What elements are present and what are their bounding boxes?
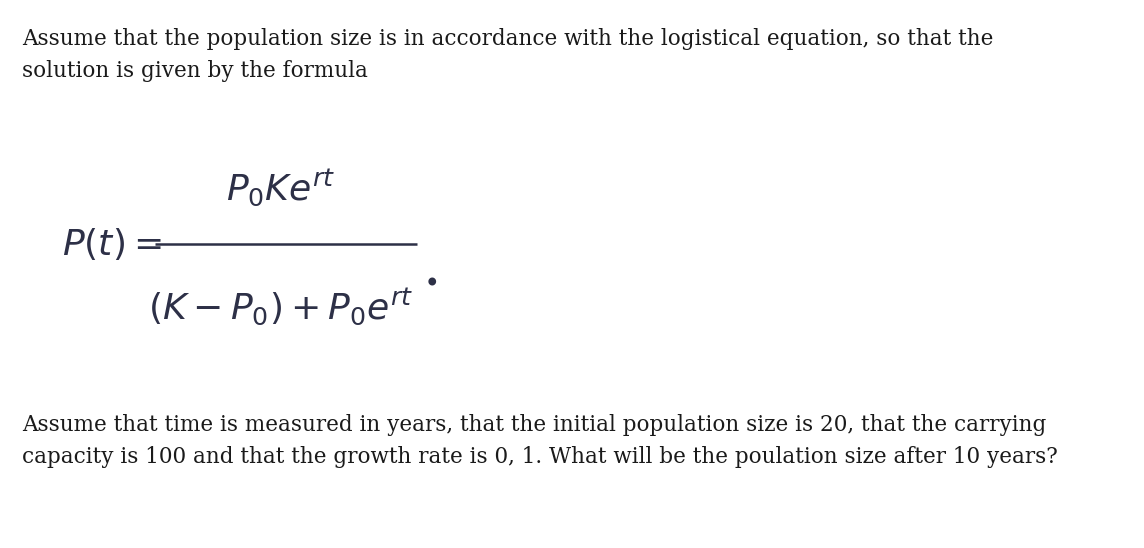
Text: Assume that the population size is in accordance with the logistical equation, s: Assume that the population size is in ac… xyxy=(22,28,993,82)
Text: .: . xyxy=(424,253,439,295)
Text: $\mathit{P}(t) =$: $\mathit{P}(t) =$ xyxy=(63,226,162,262)
Text: $(K - P_0) + P_0e^{rt}$: $(K - P_0) + P_0e^{rt}$ xyxy=(149,286,413,327)
Text: $P_0Ke^{rt}$: $P_0Ke^{rt}$ xyxy=(227,167,335,208)
Text: Assume that time is measured in years, that the initial population size is 20, t: Assume that time is measured in years, t… xyxy=(22,414,1057,467)
